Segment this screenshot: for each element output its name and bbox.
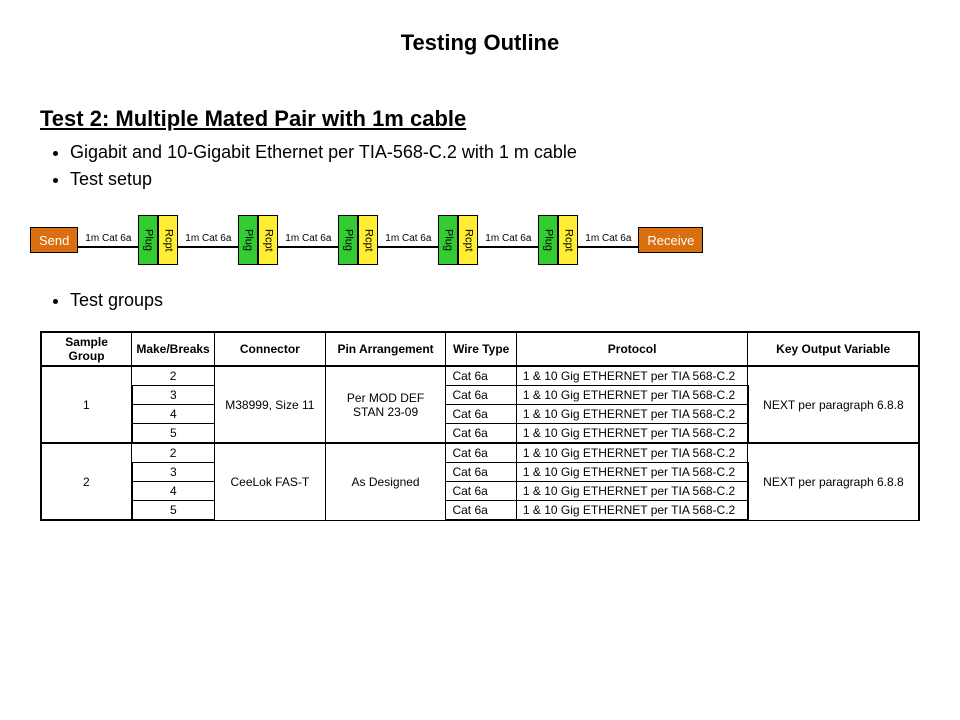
cell-protocol: 1 & 10 Gig ETHERNET per TIA 568-C.2 (516, 463, 747, 482)
cable-label: 1m Cat 6a (185, 233, 231, 244)
rcpt-box: Rcpt (158, 215, 178, 265)
rcpt-label: Rcpt (162, 229, 174, 252)
receive-box: Receive (638, 227, 703, 253)
cable-label: 1m Cat 6a (385, 233, 431, 244)
cell-make-breaks: 2 (132, 366, 215, 386)
cell-make-breaks: 4 (132, 482, 215, 501)
cell-wire-type: Cat 6a (446, 366, 516, 386)
plug-label: Plug (442, 229, 454, 251)
cable-label: 1m Cat 6a (485, 233, 531, 244)
send-box: Send (30, 227, 78, 253)
cable-segment: 1m Cat 6a (378, 220, 438, 260)
cable-line (378, 246, 438, 248)
plug-label: Plug (342, 229, 354, 251)
table-header-cell: Wire Type (446, 332, 516, 366)
bullet-item: Test groups (70, 290, 920, 311)
cell-protocol: 1 & 10 Gig ETHERNET per TIA 568-C.2 (516, 366, 747, 386)
table-header-cell: Protocol (516, 332, 747, 366)
cell-make-breaks: 2 (132, 443, 215, 463)
cell-make-breaks: 3 (132, 463, 215, 482)
mated-pair: Plug Rcpt (338, 215, 378, 265)
table-header-cell: Pin Arrangement (325, 332, 446, 366)
cable-line (278, 246, 338, 248)
rcpt-label: Rcpt (362, 229, 374, 252)
table-header-row: Sample GroupMake/BreaksConnectorPin Arra… (41, 332, 919, 366)
rcpt-label: Rcpt (462, 229, 474, 252)
table-header-cell: Connector (214, 332, 325, 366)
cell-sample-group: 1 (41, 366, 132, 443)
cell-wire-type: Cat 6a (446, 501, 516, 521)
rcpt-box: Rcpt (458, 215, 478, 265)
cell-wire-type: Cat 6a (446, 386, 516, 405)
cell-sample-group: 2 (41, 443, 132, 520)
cable-label: 1m Cat 6a (585, 233, 631, 244)
cell-key-output: NEXT per paragraph 6.8.8 (748, 443, 919, 520)
cell-pin-arrangement: As Designed (325, 443, 446, 520)
cell-wire-type: Cat 6a (446, 482, 516, 501)
plug-label: Plug (142, 229, 154, 251)
cable-segment: 1m Cat 6a (78, 220, 138, 260)
mated-pair: Plug Rcpt (438, 215, 478, 265)
mated-pair: Plug Rcpt (238, 215, 278, 265)
plug-box: Plug (138, 215, 158, 265)
table-header-cell: Key Output Variable (748, 332, 919, 366)
cell-protocol: 1 & 10 Gig ETHERNET per TIA 568-C.2 (516, 443, 747, 463)
test-subtitle: Test 2: Multiple Mated Pair with 1m cabl… (40, 106, 920, 132)
cell-connector: CeeLok FAS-T (214, 443, 325, 520)
rcpt-box: Rcpt (358, 215, 378, 265)
plug-box: Plug (538, 215, 558, 265)
cable-label: 1m Cat 6a (85, 233, 131, 244)
cable-segment: 1m Cat 6a (178, 220, 238, 260)
rcpt-box: Rcpt (258, 215, 278, 265)
mated-pair: Plug Rcpt (138, 215, 178, 265)
cell-wire-type: Cat 6a (446, 463, 516, 482)
cell-protocol: 1 & 10 Gig ETHERNET per TIA 568-C.2 (516, 405, 747, 424)
rcpt-label: Rcpt (562, 229, 574, 252)
bullet-item: Test setup (70, 169, 920, 190)
plug-box: Plug (338, 215, 358, 265)
cell-wire-type: Cat 6a (446, 405, 516, 424)
cell-make-breaks: 4 (132, 405, 215, 424)
bullet-list-1: Gigabit and 10-Gigabit Ethernet per TIA-… (40, 142, 920, 190)
plug-label: Plug (542, 229, 554, 251)
table-row: 22CeeLok FAS-TAs DesignedCat 6a1 & 10 Gi… (41, 443, 919, 463)
bullet-list-2: Test groups (40, 290, 920, 311)
cell-key-output: NEXT per paragraph 6.8.8 (748, 366, 919, 443)
cell-protocol: 1 & 10 Gig ETHERNET per TIA 568-C.2 (516, 386, 747, 405)
cable-segment: 1m Cat 6a (278, 220, 338, 260)
cable-line (178, 246, 238, 248)
plug-box: Plug (438, 215, 458, 265)
cell-make-breaks: 5 (132, 501, 215, 521)
cell-wire-type: Cat 6a (446, 443, 516, 463)
cell-wire-type: Cat 6a (446, 424, 516, 444)
test-setup-diagram: Send 1m Cat 6a Plug Rcpt 1m Cat 6a Plug Rcpt 1m… (30, 210, 920, 270)
mated-pair: Plug Rcpt (538, 215, 578, 265)
rcpt-label: Rcpt (262, 229, 274, 252)
cell-protocol: 1 & 10 Gig ETHERNET per TIA 568-C.2 (516, 482, 747, 501)
page-title: Testing Outline (40, 30, 920, 56)
bullet-item: Gigabit and 10-Gigabit Ethernet per TIA-… (70, 142, 920, 163)
plug-label: Plug (242, 229, 254, 251)
cell-make-breaks: 3 (132, 386, 215, 405)
cell-make-breaks: 5 (132, 424, 215, 444)
cable-line (78, 246, 138, 248)
cable-label: 1m Cat 6a (285, 233, 331, 244)
cable-segment: 1m Cat 6a (578, 220, 638, 260)
cable-line (478, 246, 538, 248)
test-groups-table: Sample GroupMake/BreaksConnectorPin Arra… (40, 331, 920, 521)
cable-segment: 1m Cat 6a (478, 220, 538, 260)
cable-line (578, 246, 638, 248)
plug-box: Plug (238, 215, 258, 265)
table-row: 12M38999, Size 11Per MOD DEF STAN 23-09C… (41, 366, 919, 386)
cell-connector: M38999, Size 11 (214, 366, 325, 443)
table-header-cell: Sample Group (41, 332, 132, 366)
cell-protocol: 1 & 10 Gig ETHERNET per TIA 568-C.2 (516, 424, 747, 444)
cell-pin-arrangement: Per MOD DEF STAN 23-09 (325, 366, 446, 443)
cell-protocol: 1 & 10 Gig ETHERNET per TIA 568-C.2 (516, 501, 747, 521)
table-header-cell: Make/Breaks (132, 332, 215, 366)
rcpt-box: Rcpt (558, 215, 578, 265)
